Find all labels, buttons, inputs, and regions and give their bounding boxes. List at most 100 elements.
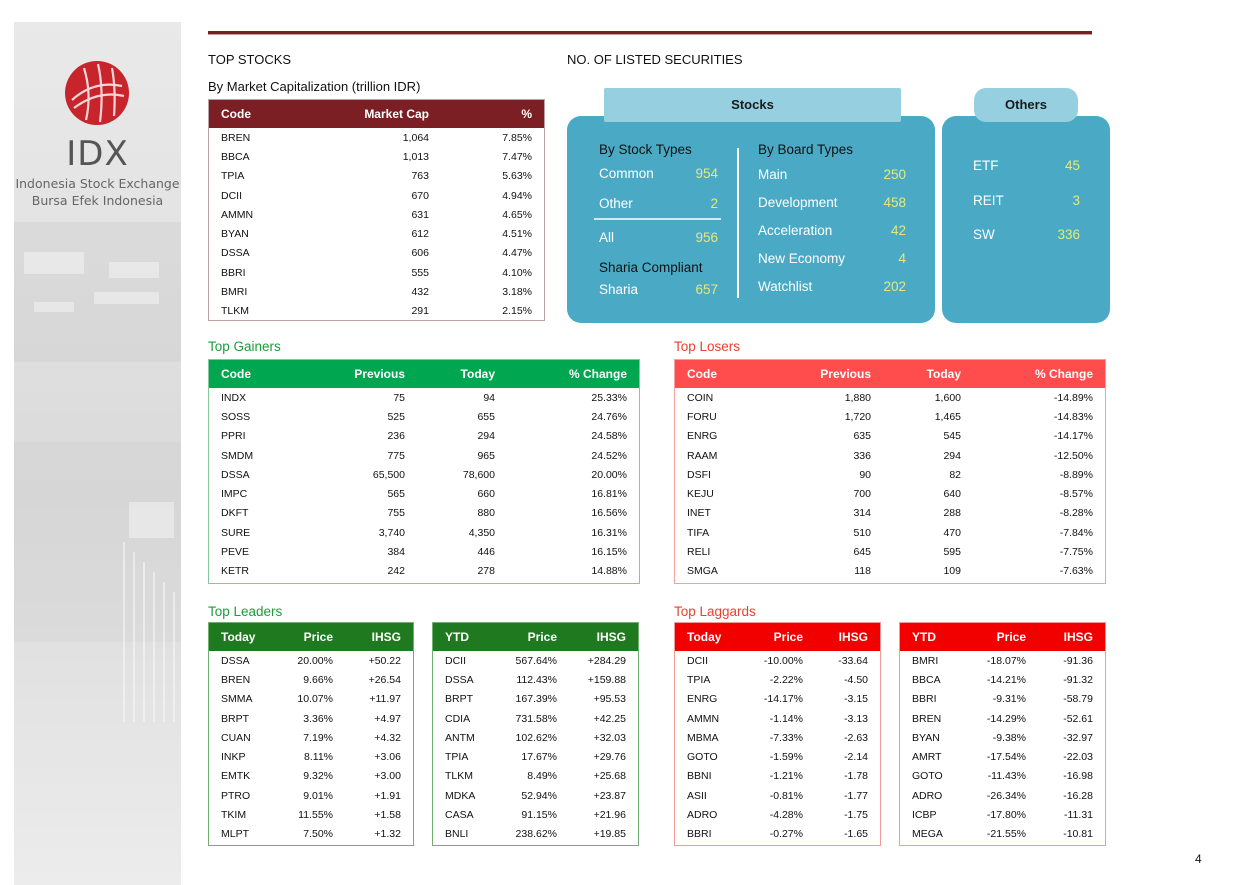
table-row: TIFA 510 470 -7.84%	[675, 523, 1105, 542]
column-header: % Change	[1034, 367, 1093, 381]
table-row: AMMN 631 4.65%	[209, 205, 544, 224]
table-cell: -1.75	[844, 809, 868, 822]
table-row: SURE 3,740 4,350 16.31%	[209, 523, 639, 542]
table-cell: ENRG	[687, 430, 718, 443]
table-row: BMRI 432 3.18%	[209, 282, 544, 301]
table-cell: SMGA	[687, 565, 718, 578]
table-cell: +42.25	[593, 712, 626, 725]
top-leaders-heading: Top Leaders	[208, 604, 283, 619]
table-cell: +19.85	[593, 828, 626, 841]
table-cell: 965	[477, 449, 495, 462]
column-header: Previous	[354, 367, 405, 381]
table-row: BBRI 555 4.10%	[209, 263, 544, 282]
laggards-today-table-frame: Today Price IHSG DCII -10.00% -33.64 TPIA -2…	[674, 622, 881, 846]
table-cell: CDIA	[445, 712, 471, 725]
table-cell: -33.64	[838, 654, 868, 667]
table-cell: 65,500	[372, 468, 405, 481]
table-cell: 52.94%	[521, 789, 557, 802]
table-cell: -2.22%	[769, 673, 803, 686]
others-panel	[942, 116, 1110, 323]
top-stocks-table: Code Market Cap % BREN 1,064 7.85% BBCA 1,01…	[209, 100, 544, 321]
table-cell: 91.15%	[521, 809, 557, 822]
table-cell: ASII	[687, 789, 707, 802]
table-row: INDX 75 94 25.33%	[209, 388, 639, 407]
table-cell: SMDM	[221, 449, 254, 462]
table-cell: 4.47%	[502, 247, 532, 260]
table-cell: 314	[853, 507, 871, 520]
top-stocks-subheading: By Market Capitalization (trillion IDR)	[208, 79, 421, 94]
table-cell: 1,880	[844, 391, 871, 404]
table-cell: -17.80%	[986, 809, 1026, 822]
table-cell: 4.10%	[502, 266, 532, 279]
table-cell: 1,013	[402, 150, 429, 163]
board-value-main: 250	[883, 167, 906, 182]
table-cell: BREN	[221, 673, 251, 686]
stocks-tab: Stocks	[604, 88, 901, 122]
table-cell: 82	[949, 468, 961, 481]
table-cell: -7.84%	[1059, 526, 1093, 539]
table-row: DCII 567.64% +284.29	[433, 651, 638, 670]
table-cell: 700	[853, 488, 871, 501]
table-cell: -7.75%	[1059, 546, 1093, 559]
table-row: PEVE 384 446 16.15%	[209, 542, 639, 561]
table-cell: 631	[411, 208, 429, 221]
table-cell: 7.50%	[303, 828, 333, 841]
table-cell: BBRI	[221, 266, 246, 279]
table-row: IMPC 565 660 16.81%	[209, 484, 639, 503]
table-row: GOTO -1.59% -2.14	[675, 747, 880, 766]
table-row: BRPT 167.39% +95.53	[433, 690, 638, 709]
top-losers-heading: Top Losers	[674, 339, 741, 354]
table-cell: 880	[477, 507, 495, 520]
table-cell: 112.43%	[516, 673, 557, 686]
table-cell: 670	[411, 189, 429, 202]
table-cell: 24.76%	[591, 410, 627, 423]
table-cell: 9.32%	[303, 770, 333, 783]
table-row: SMMA 10.07% +11.97	[209, 690, 413, 709]
table-cell: 5.63%	[502, 170, 532, 183]
table-cell: 24.58%	[591, 430, 627, 443]
table-cell: TPIA	[687, 673, 711, 686]
table-cell: 1,720	[844, 410, 871, 423]
table-cell: BMRI	[221, 286, 248, 299]
top-laggards-heading: Top Laggards	[674, 604, 756, 619]
table-cell: -14.89%	[1053, 391, 1093, 404]
table-cell: FORU	[687, 410, 717, 423]
ticker-background-graphic	[14, 222, 181, 722]
other-value: 2	[710, 196, 718, 211]
other-label: Other	[599, 196, 633, 211]
table-cell: -14.21%	[986, 673, 1026, 686]
table-cell: 16.81%	[591, 488, 627, 501]
laggards-ytd-table-frame: YTD Price IHSG BMRI -18.07% -91.36 BBCA -14.…	[899, 622, 1106, 846]
table-cell: 606	[411, 247, 429, 260]
table-cell: TLKM	[221, 305, 250, 318]
table-cell: BYAN	[912, 731, 940, 744]
others-value-reit: 3	[1072, 193, 1080, 208]
others-label-sw: SW	[973, 227, 995, 242]
table-cell: KEJU	[687, 488, 714, 501]
table-row: DKFT 755 880 16.56%	[209, 504, 639, 523]
table-row: BREN 9.66% +26.54	[209, 670, 413, 689]
table-cell: +23.87	[593, 789, 626, 802]
table-cell: ANTM	[445, 731, 475, 744]
table-cell: IMPC	[221, 488, 248, 501]
table-cell: BBRI	[687, 828, 712, 841]
table-cell: CUAN	[221, 731, 251, 744]
table-row: BNLI 238.62% +19.85	[433, 825, 638, 844]
table-row: COIN 1,880 1,600 -14.89%	[675, 388, 1105, 407]
table-cell: 238.62%	[515, 828, 557, 841]
table-cell: +1.32	[374, 828, 401, 841]
table-cell: 3.18%	[502, 286, 532, 299]
table-cell: -3.13	[844, 712, 868, 725]
column-header: IHSG	[371, 630, 401, 644]
table-cell: 446	[477, 546, 495, 559]
table-cell: DSSA	[221, 247, 250, 260]
table-cell: 16.56%	[591, 507, 627, 520]
table-row: KEJU 700 640 -8.57%	[675, 484, 1105, 503]
stock-types-divider	[594, 218, 721, 220]
table-cell: -52.61	[1063, 712, 1093, 725]
table-row: BBNI -1.21% -1.78	[675, 767, 880, 786]
others-tab: Others	[974, 88, 1078, 122]
table-cell: MLPT	[221, 828, 250, 841]
column-header: % Change	[568, 367, 627, 381]
table-row: PPRI 236 294 24.58%	[209, 427, 639, 446]
